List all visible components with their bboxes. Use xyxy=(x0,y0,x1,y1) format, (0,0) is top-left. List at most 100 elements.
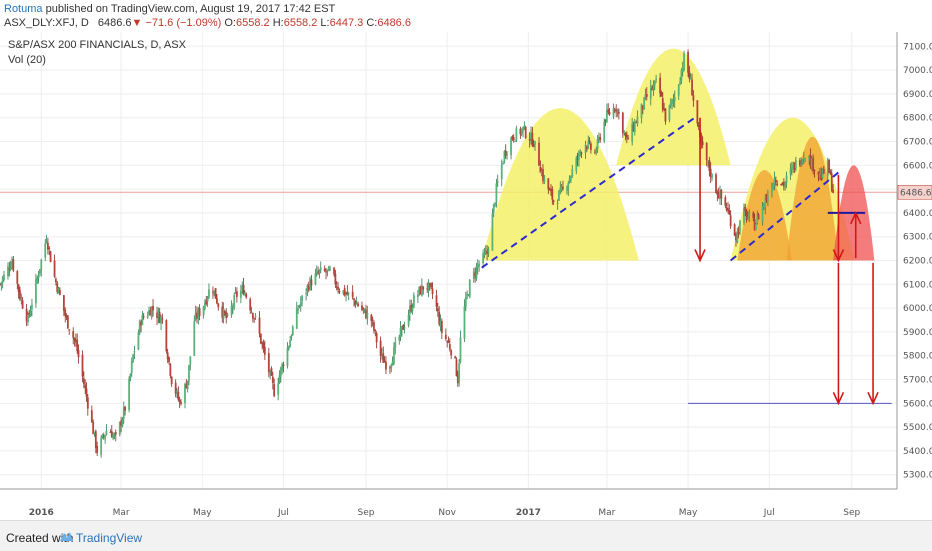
candle-body xyxy=(687,51,689,73)
candle-body xyxy=(281,363,284,370)
candle-body xyxy=(444,334,447,340)
candle-body xyxy=(409,306,411,314)
candle-body xyxy=(234,292,237,294)
candle-body xyxy=(717,194,720,199)
low-label: L: xyxy=(320,17,330,29)
candle-body xyxy=(112,434,115,439)
candle-body xyxy=(217,303,220,308)
candle-body xyxy=(484,251,487,254)
candle-body xyxy=(327,266,330,272)
candle-body xyxy=(25,308,28,322)
candle-body xyxy=(506,153,508,155)
candle-body xyxy=(763,205,765,208)
change-value: −71.6 (−1.09%) xyxy=(145,17,222,29)
candle-body xyxy=(528,138,531,141)
candle-body xyxy=(683,53,685,70)
candle-body xyxy=(612,108,615,117)
candle-body xyxy=(463,306,466,339)
candle-body xyxy=(269,370,272,375)
candle-body xyxy=(780,183,783,186)
candle-body xyxy=(595,150,598,153)
candle-body xyxy=(559,187,562,192)
candle-body xyxy=(820,174,823,180)
candle-body xyxy=(428,282,431,285)
arrow-target-1-head xyxy=(832,391,845,406)
candle-body xyxy=(259,333,262,344)
candle-body xyxy=(809,155,812,167)
candle-body xyxy=(418,286,421,293)
candle-body xyxy=(44,243,47,258)
candle-body xyxy=(439,321,442,326)
candle-body xyxy=(307,285,310,290)
candle-body xyxy=(832,189,835,193)
candle-body xyxy=(156,312,158,319)
candle-body xyxy=(767,195,769,201)
candle-body xyxy=(53,260,56,277)
candle-body xyxy=(132,354,134,362)
candle-body xyxy=(641,105,644,109)
candle-body xyxy=(165,320,168,352)
candle-body xyxy=(317,272,319,274)
candle-body xyxy=(455,359,458,377)
candle-body xyxy=(761,206,764,222)
candle-body xyxy=(319,267,322,271)
time-tick-label: Mar xyxy=(113,508,130,518)
candle-body xyxy=(753,219,756,231)
candle-body xyxy=(204,302,206,309)
candle-body xyxy=(335,286,338,288)
candle-body xyxy=(412,294,415,308)
candle-body xyxy=(530,132,532,140)
candle-body xyxy=(49,251,52,263)
candle-body xyxy=(371,319,374,321)
candle-body xyxy=(178,400,181,402)
candle-body xyxy=(643,97,646,110)
candle-body xyxy=(818,173,821,178)
candle-body xyxy=(623,131,626,133)
candle-body xyxy=(92,421,95,435)
candle-body xyxy=(401,326,403,330)
candle-body xyxy=(568,178,571,182)
candle-body xyxy=(458,363,461,382)
price-axis[interactable]: 7100.07000.06900.06800.06700.06600.06500… xyxy=(897,42,932,481)
tradingview-brand[interactable]: TradingView xyxy=(76,531,143,545)
candle-body xyxy=(510,138,512,156)
candle-body xyxy=(100,438,103,455)
candle-body xyxy=(374,330,377,332)
candle-body xyxy=(225,312,228,318)
tradingview-logo-icon xyxy=(58,529,74,546)
candle-body xyxy=(355,303,358,305)
candle-body xyxy=(81,354,84,377)
candle-body xyxy=(301,295,304,302)
candle-body xyxy=(571,169,574,177)
candle-body xyxy=(496,181,499,183)
price-tick-label: 5400.0 xyxy=(903,447,932,457)
candle-body xyxy=(669,102,672,106)
candle-body xyxy=(73,338,76,341)
author-link[interactable]: Rotuma xyxy=(4,3,43,15)
candle-body xyxy=(297,309,300,311)
candle-body xyxy=(817,171,820,175)
high-label: H: xyxy=(272,17,284,29)
candle-body xyxy=(221,306,224,318)
candle-body xyxy=(580,152,583,154)
candle-body xyxy=(579,151,582,153)
candle-body xyxy=(142,316,145,318)
candle-body xyxy=(375,333,378,343)
candle-body xyxy=(393,347,395,364)
candle-body xyxy=(289,339,292,348)
candle-body xyxy=(599,137,602,141)
candle-body xyxy=(306,285,309,291)
candle-body xyxy=(130,361,133,373)
candle-body xyxy=(146,315,149,318)
candle-body xyxy=(19,290,21,300)
price-chart[interactable]: 7100.07000.06900.06800.06700.06600.06500… xyxy=(0,32,932,520)
time-axis[interactable]: 2016 Mar May Jul Sep Nov 2017 Mar May Jul Sep xyxy=(29,508,861,518)
grid-lines xyxy=(0,32,897,489)
candle-body xyxy=(166,352,169,360)
candle-body xyxy=(478,263,481,267)
inner-right-arch xyxy=(786,136,839,261)
candle-body xyxy=(492,203,495,213)
candle-body xyxy=(323,268,326,271)
candle-body xyxy=(522,127,524,132)
candle-body xyxy=(140,322,142,326)
